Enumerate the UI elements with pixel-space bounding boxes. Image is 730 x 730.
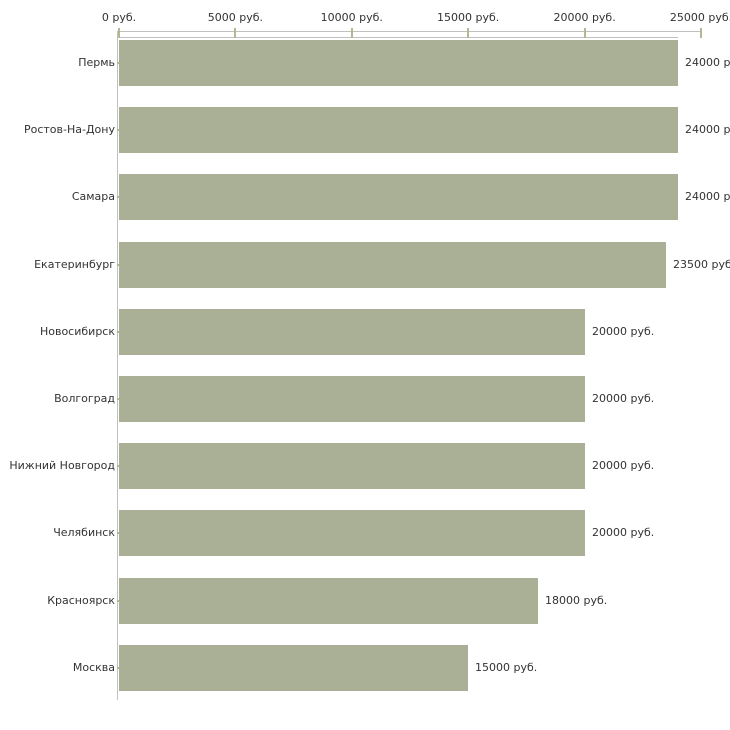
value-label: 18000 руб.: [545, 594, 608, 607]
value-label: 24000 руб.: [685, 123, 730, 136]
y-axis-line: [117, 31, 118, 700]
value-label: 20000 руб.: [592, 325, 655, 338]
bar: [119, 645, 468, 691]
value-label: 24000 руб.: [685, 56, 730, 69]
x-axis-tick: [350, 28, 353, 38]
bar: [119, 443, 585, 489]
category-label: Волгоград: [54, 392, 115, 405]
x-axis-tick-label: 5000 руб.: [207, 11, 264, 24]
bar: [119, 174, 678, 220]
category-label: Самара: [71, 190, 115, 203]
bar: [119, 309, 585, 355]
value-label: 15000 руб.: [475, 661, 538, 674]
x-axis-tick: [234, 28, 237, 38]
x-axis-tick-label: 0 руб.: [101, 11, 137, 24]
x-axis-tick-label: 20000 руб.: [553, 11, 616, 24]
value-label: 24000 руб.: [685, 190, 730, 203]
category-label: Пермь: [78, 56, 115, 69]
x-axis-tick: [118, 28, 120, 38]
bar: [119, 242, 666, 288]
value-label: 20000 руб.: [592, 392, 655, 405]
category-label: Москва: [72, 661, 115, 674]
category-label: Красноярск: [47, 594, 115, 607]
x-axis-tick: [583, 28, 586, 38]
x-axis-tick: [700, 28, 702, 38]
category-label: Новосибирск: [39, 325, 115, 338]
category-label: Ростов-На-Дону: [23, 123, 115, 136]
category-label: Екатеринбург: [34, 258, 115, 271]
x-axis-tick: [467, 28, 470, 38]
bar: [119, 376, 585, 422]
value-label: 20000 руб.: [592, 526, 655, 539]
value-label: 20000 руб.: [592, 459, 655, 472]
bar: [119, 107, 678, 153]
bar: [119, 578, 538, 624]
x-axis-line: [118, 31, 702, 32]
plot-top-border: [118, 37, 678, 38]
bar: [119, 510, 585, 556]
category-label: Челябинск: [53, 526, 115, 539]
x-axis-tick-label: 25000 руб.: [669, 11, 730, 24]
x-axis-tick-label: 10000 руб.: [320, 11, 383, 24]
bar: [119, 40, 678, 86]
category-label: Нижний Новгород: [9, 459, 115, 472]
value-label: 23500 руб.: [673, 258, 730, 271]
x-axis-tick-label: 15000 руб.: [437, 11, 500, 24]
